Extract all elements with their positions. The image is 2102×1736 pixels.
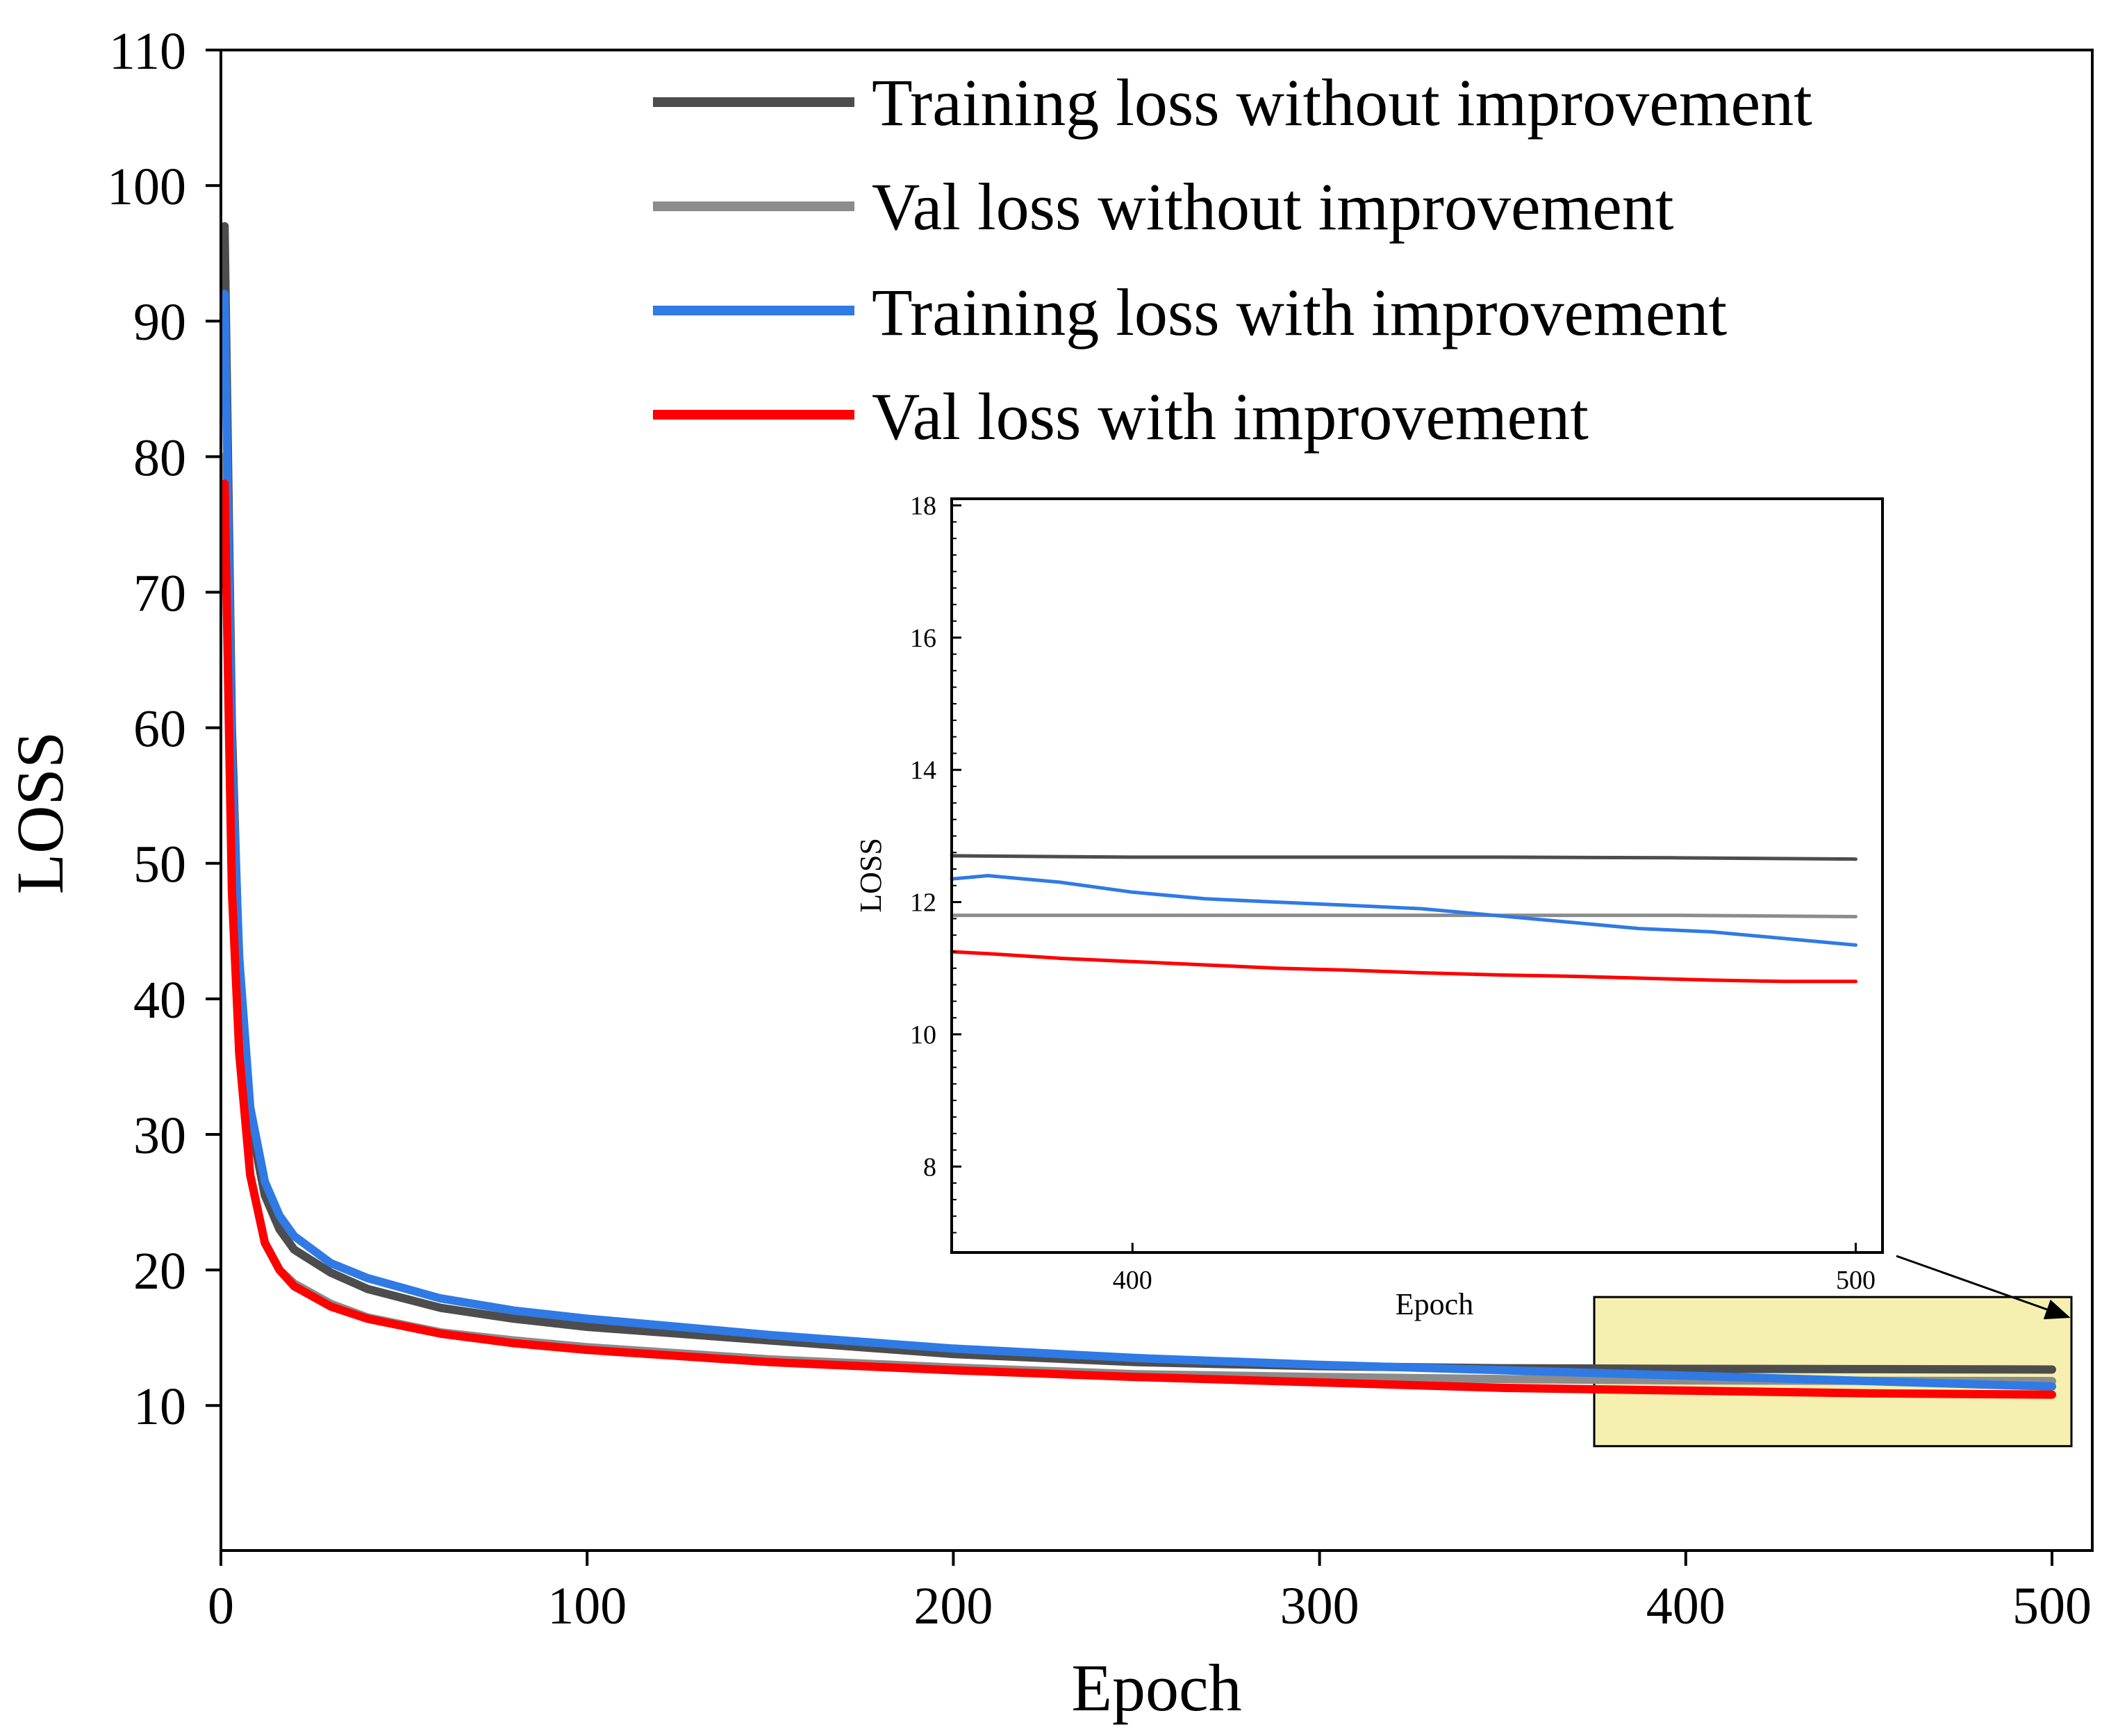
zoom-connector-arrow — [1896, 1255, 2071, 1320]
x-tick-label: 100 — [547, 1577, 627, 1635]
main-x-ticks: 0 100 200 300 400 500 — [208, 1551, 2092, 1635]
main-x-axis-title: Epoch — [1071, 1651, 1241, 1725]
legend-label-train-with: Training loss with improvement — [872, 275, 1727, 349]
main-y-axis-title: LOSS — [3, 731, 77, 895]
y-tick-label: 60 — [133, 700, 186, 759]
main-series-layer — [220, 222, 2056, 1399]
y-tick-label: 100 — [107, 158, 186, 216]
inset-y-axis-title: LOSS — [854, 838, 888, 913]
y-tick-label: 20 — [133, 1242, 186, 1300]
y-tick-label: 110 — [109, 22, 186, 81]
inset-series-line-train_with — [950, 874, 1857, 947]
inset-series-line-val_without — [950, 914, 1857, 918]
inset-plot-frame — [950, 497, 1884, 1254]
legend-label-val-without: Val loss without improvement — [872, 170, 1674, 244]
legend-label-train-without: Training loss without improvement — [872, 65, 1812, 140]
inset-x-ticks: 400 500 — [1113, 1243, 1876, 1295]
inset-series-line-train_without — [950, 854, 1857, 861]
y-tick-label: 50 — [133, 836, 186, 894]
inset-series-layer — [950, 854, 1857, 984]
main-y-ticks: 10 20 30 40 50 60 70 80 90 100 110 — [107, 22, 221, 1436]
y-tick-label: 90 — [133, 293, 186, 352]
inset-y-tick-label: 16 — [910, 624, 936, 653]
inset-y-ticks: 8 10 12 14 16 18 — [910, 492, 961, 1234]
inset-y-tick-label: 10 — [910, 1020, 936, 1050]
series-line-train_with — [220, 290, 2056, 1391]
y-tick-label: 80 — [133, 429, 186, 487]
inset-y-tick-label: 12 — [910, 888, 936, 918]
inset-background — [952, 499, 1882, 1253]
legend-label-val-with: Val loss with improvement — [872, 379, 1589, 454]
y-tick-label: 10 — [133, 1378, 186, 1436]
inset-x-tick-label: 400 — [1113, 1266, 1152, 1295]
inset-plot: 400 500 8 10 12 14 16 18 Epoch LOSS — [854, 492, 1884, 1321]
inset-y-tick-label: 18 — [910, 492, 936, 521]
x-tick-label: 400 — [1646, 1577, 1726, 1635]
x-tick-label: 0 — [208, 1577, 234, 1635]
inset-x-tick-label: 500 — [1836, 1266, 1876, 1295]
inset-y-tick-label: 14 — [910, 756, 936, 785]
x-tick-label: 200 — [913, 1577, 993, 1635]
main-plot-frame — [220, 49, 2094, 1552]
y-tick-label: 70 — [133, 564, 186, 622]
y-tick-label: 40 — [133, 971, 186, 1030]
x-tick-label: 500 — [2012, 1577, 2092, 1635]
inset-series-line-val_with — [950, 950, 1857, 984]
legend: Training loss without improvement Val lo… — [653, 65, 1812, 454]
inset-x-axis-title: Epoch — [1396, 1287, 1473, 1321]
inset-y-tick-label: 8 — [923, 1152, 936, 1182]
x-tick-label: 300 — [1280, 1577, 1359, 1635]
series-line-val_with — [220, 479, 2056, 1399]
y-tick-label: 30 — [133, 1107, 186, 1165]
